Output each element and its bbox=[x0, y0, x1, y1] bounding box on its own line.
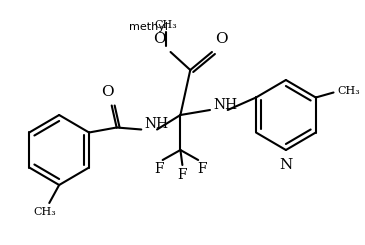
Text: O: O bbox=[153, 32, 166, 46]
Text: NH: NH bbox=[144, 117, 168, 131]
Text: CH₃: CH₃ bbox=[33, 207, 56, 217]
Text: methyl: methyl bbox=[129, 22, 168, 32]
Text: O: O bbox=[101, 86, 114, 99]
Text: CH₃: CH₃ bbox=[338, 86, 360, 96]
Text: O: O bbox=[215, 32, 227, 46]
Text: F: F bbox=[154, 162, 164, 176]
Text: N: N bbox=[279, 158, 292, 172]
Text: F: F bbox=[197, 162, 207, 176]
Text: F: F bbox=[177, 168, 187, 182]
Text: NH: NH bbox=[213, 98, 237, 112]
Text: CH₃: CH₃ bbox=[154, 20, 177, 30]
